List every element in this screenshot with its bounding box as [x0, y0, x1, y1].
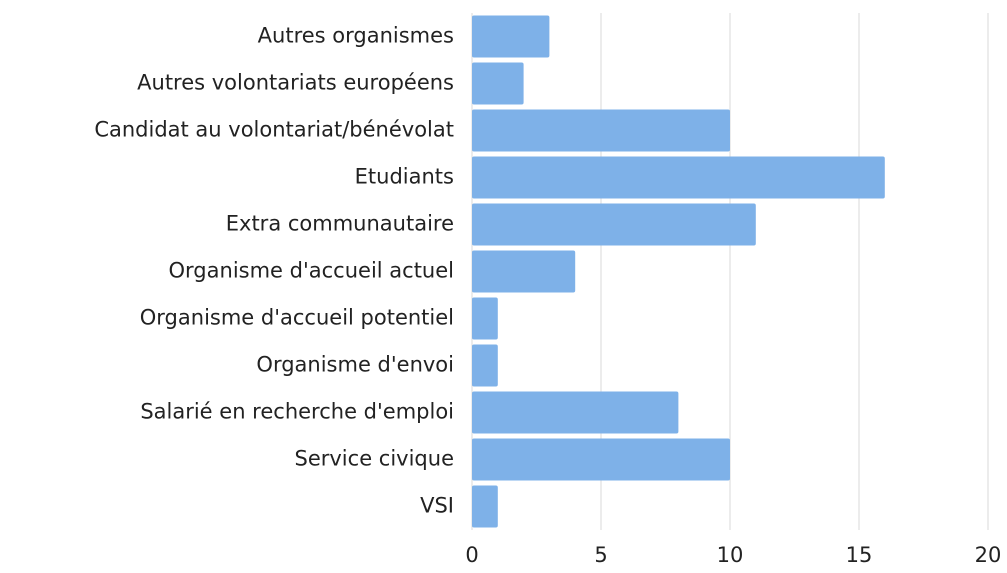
y-tick-label: Service civique [295, 447, 455, 471]
y-tick-label: Etudiants [355, 165, 454, 189]
y-tick-label: Candidat au volontariat/bénévolat [94, 118, 454, 142]
y-tick-label: Organisme d'accueil potentiel [140, 306, 454, 330]
bar [472, 15, 550, 58]
y-tick-label: VSI [420, 494, 454, 518]
bar [472, 250, 576, 293]
y-tick-label: Organisme d'accueil actuel [169, 259, 454, 283]
x-tick-label: 5 [594, 543, 607, 567]
bar [472, 203, 756, 246]
bar [472, 297, 498, 340]
x-tick-label: 15 [846, 543, 873, 567]
bar [472, 109, 730, 152]
y-tick-label: Salarié en recherche d'emploi [140, 400, 454, 424]
bar [472, 391, 679, 434]
bar [472, 485, 498, 528]
y-tick-label: Organisme d'envoi [256, 353, 454, 377]
x-tick-label: 20 [975, 543, 1002, 567]
y-tick-label: Autres organismes [258, 24, 454, 48]
bar [472, 344, 498, 387]
x-tick-label: 0 [465, 543, 478, 567]
bar [472, 62, 524, 105]
bar [472, 438, 730, 481]
y-tick-label: Extra communautaire [226, 212, 454, 236]
bar [472, 156, 885, 199]
x-tick-label: 10 [717, 543, 744, 567]
y-tick-label: Autres volontariats européens [137, 71, 454, 95]
